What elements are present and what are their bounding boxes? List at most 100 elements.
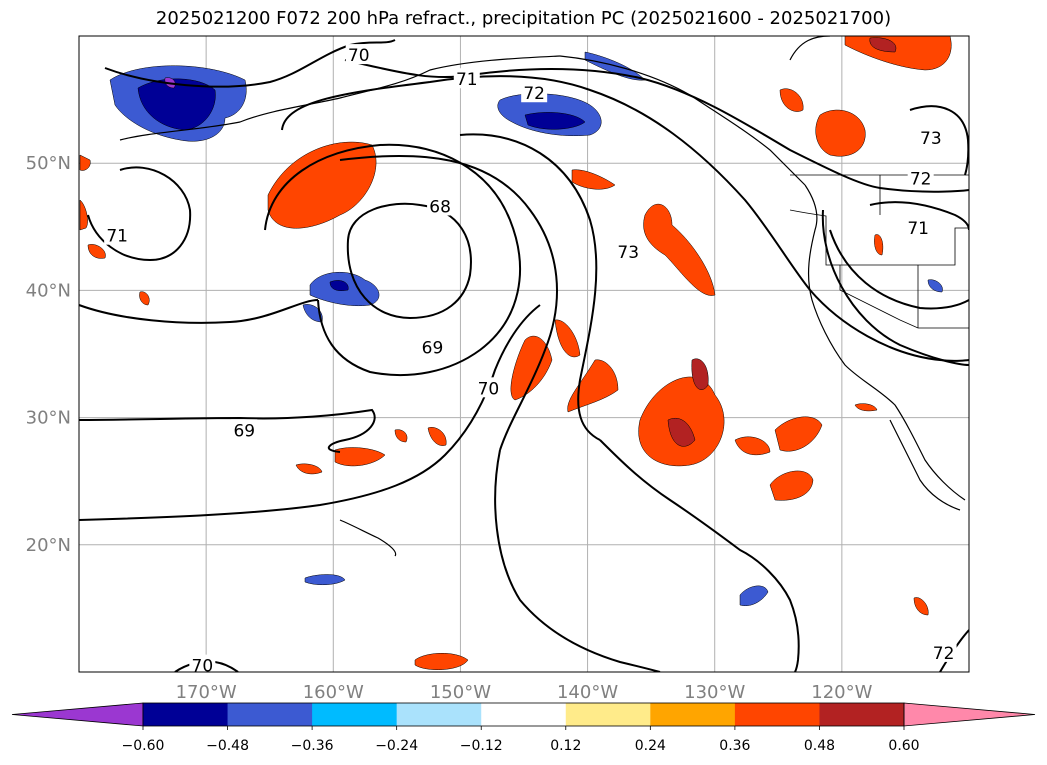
precip-area — [510, 335, 553, 401]
contour-label-background — [475, 377, 502, 398]
precip-area — [295, 463, 323, 475]
colorbar-tick-label: −0.36 — [291, 738, 334, 754]
contour-label-background — [419, 336, 446, 357]
contour-label: 69 — [233, 421, 255, 441]
colorbar-tick-label: −0.24 — [375, 738, 418, 754]
contour-label: 73 — [920, 129, 942, 149]
contour-line — [494, 449, 661, 672]
contour-line — [829, 229, 969, 310]
contour-label: 71 — [456, 70, 478, 90]
coastline — [339, 519, 397, 557]
precip-area — [779, 88, 804, 112]
lon-tick-label: 150°W — [430, 682, 491, 703]
contour-line — [281, 75, 969, 362]
contour-line — [909, 105, 969, 176]
lat-tick-label: 40°N — [26, 280, 71, 301]
coastlines — [119, 36, 966, 557]
colorbar-swatch — [143, 703, 229, 726]
map-title: 2025021200 F072 200 hPa refract., precip… — [155, 8, 892, 29]
precip-area — [394, 429, 408, 443]
contour-label-background — [917, 126, 944, 147]
colorbar-extend-high — [903, 702, 1036, 727]
precip-area — [79, 154, 91, 171]
contour-label-background — [104, 224, 131, 245]
precip-area — [139, 291, 150, 306]
coastline — [804, 184, 966, 501]
colorbar-tick-label: 0.12 — [550, 738, 581, 754]
lat-tick-label: 20°N — [26, 535, 71, 556]
contour-line — [79, 408, 376, 453]
colorbar-tick-label: −0.12 — [460, 738, 503, 754]
lon-tick-label: 130°W — [684, 682, 745, 703]
precip-area — [667, 417, 696, 447]
precip-area — [87, 244, 106, 259]
precip-area — [815, 109, 866, 157]
precip-area — [554, 319, 581, 357]
precip-area — [874, 234, 884, 256]
contour-line — [346, 202, 472, 320]
contour-line — [87, 166, 192, 262]
contour-label-background — [345, 44, 372, 65]
contour-label: 71 — [907, 219, 929, 239]
precip-area — [567, 359, 619, 413]
map-frame — [78, 35, 970, 673]
colorbar-frame — [142, 702, 905, 727]
contour-label-background — [930, 641, 957, 662]
contour-line — [104, 39, 396, 88]
contour-line — [869, 201, 969, 231]
precip-area — [524, 112, 586, 130]
contour-label-background — [907, 167, 934, 188]
contour-label: 72 — [523, 84, 545, 104]
precip-area — [774, 416, 823, 452]
borders — [789, 174, 969, 329]
contour-line — [79, 304, 541, 521]
contour-label: 73 — [617, 243, 639, 263]
precip-area — [739, 585, 769, 606]
colorbar-swatch — [734, 703, 820, 726]
contour-label: 72 — [933, 644, 955, 664]
colorbar-tick-label: 0.60 — [888, 738, 919, 754]
precip-area — [304, 574, 346, 585]
precip-area — [854, 403, 878, 412]
precip-positive — [79, 36, 952, 670]
contour-label-background — [521, 82, 548, 103]
contour-label: 70 — [478, 379, 500, 399]
colorbar-extend-low — [11, 702, 144, 727]
contour-label: 69 — [422, 339, 444, 359]
contour-label: 71 — [106, 227, 128, 247]
precip-area — [691, 358, 709, 390]
colorbar-tick-label: 0.48 — [804, 738, 835, 754]
contour-label: 70 — [192, 657, 214, 677]
lat-tick-label: 50°N — [26, 153, 71, 174]
border — [789, 209, 969, 266]
contour-label: 72 — [910, 169, 932, 189]
border — [839, 265, 969, 329]
lon-tick-label: 140°W — [557, 682, 618, 703]
lon-tick-label: 160°W — [303, 682, 364, 703]
refractivity-contours — [79, 39, 969, 672]
precip-negative — [109, 51, 943, 606]
precip-area — [427, 427, 447, 446]
precip-area — [79, 199, 88, 231]
precip-area — [927, 279, 943, 293]
latitude-tick-labels: 50°N 40°N 30°N 20°N — [26, 153, 71, 556]
colorbar-swatch — [481, 703, 567, 726]
lat-tick-label: 30°N — [26, 408, 71, 429]
contour-line — [599, 439, 800, 672]
precip-area — [869, 37, 897, 53]
contour-line — [821, 209, 969, 366]
contour-line — [79, 299, 319, 324]
colorbar-swatch — [650, 703, 736, 726]
precip-area — [643, 203, 716, 296]
precip-area — [769, 470, 814, 501]
lon-tick-label: 120°W — [811, 682, 872, 703]
colorbar-swatch — [819, 703, 905, 726]
lon-tick-label: 170°W — [176, 682, 237, 703]
precip-area — [137, 78, 216, 131]
colorbar-swatch — [565, 703, 651, 726]
coastline — [559, 55, 806, 186]
precip-area — [329, 280, 349, 291]
contour-label: 68 — [429, 197, 451, 217]
colorbar-swatch — [396, 703, 482, 726]
